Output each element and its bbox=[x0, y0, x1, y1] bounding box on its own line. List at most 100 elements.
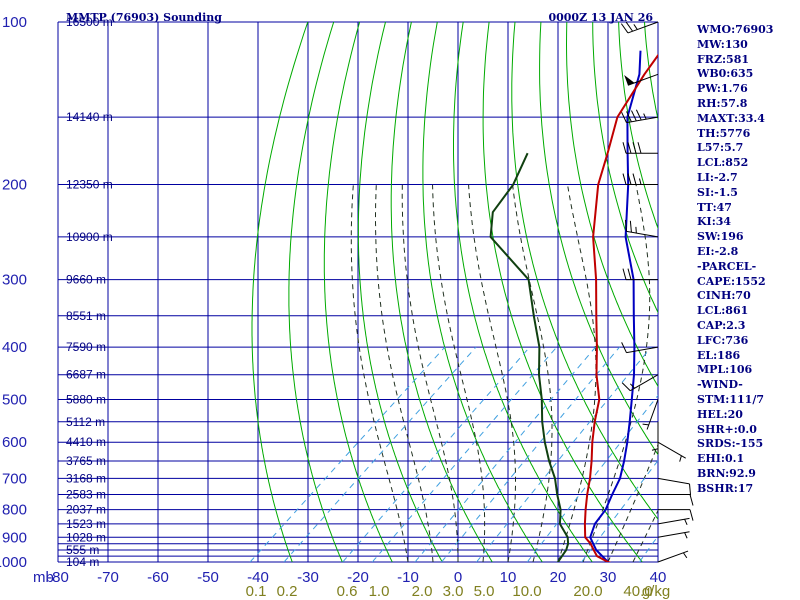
index-item: CAPE:1552 bbox=[697, 274, 766, 288]
index-item: LFC:736 bbox=[697, 333, 749, 347]
unit-label-mb: mb bbox=[33, 569, 54, 586]
index-item: MAXT:33.4 bbox=[697, 111, 765, 125]
height-label-400: 7590 m bbox=[66, 340, 106, 354]
dry-adiabat-240 bbox=[251, 22, 309, 562]
moist-adiabat--10 bbox=[350, 184, 409, 562]
mixing-ratio-1 bbox=[372, 346, 558, 562]
index-item: WMO:76903 bbox=[697, 23, 774, 36]
moist-adiabats bbox=[350, 184, 658, 562]
wind-barb-550 bbox=[651, 421, 659, 454]
index-item: KI:34 bbox=[697, 215, 732, 229]
height-label-250: 10900 m bbox=[66, 230, 113, 244]
wind-barb-450 bbox=[621, 374, 659, 392]
dry-adiabat-350 bbox=[592, 22, 658, 314]
moist-adiabat-30 bbox=[607, 443, 658, 562]
height-label-800: 2037 m bbox=[66, 503, 106, 517]
chart-title: MMTP (76903) Sounding bbox=[66, 11, 222, 24]
stability-indices-panel: WMO:76903 MW:130 FRZ:581 WB0:635 PW:1.76 RH:5… bbox=[697, 23, 800, 497]
wind-barb-125 bbox=[624, 73, 659, 86]
height-label-450: 6687 m bbox=[66, 368, 106, 382]
height-label-950: 555 m bbox=[66, 543, 99, 557]
mixing-ratio-label-7: 10.0 bbox=[512, 583, 541, 600]
height-label-600: 4410 m bbox=[66, 435, 106, 449]
mixing-ratio-0.2 bbox=[283, 346, 477, 562]
temperature-label-20: 20 bbox=[550, 569, 567, 586]
index-item: LCL:861 bbox=[697, 304, 749, 318]
mixing-ratio-label-3: 1.0 bbox=[369, 583, 390, 600]
height-label-650: 3765 m bbox=[66, 454, 106, 468]
height-label-700: 3168 m bbox=[66, 471, 106, 485]
chart-datetime: 0000Z 13 JAN 26 bbox=[548, 11, 653, 24]
wind-barb-400 bbox=[621, 342, 659, 354]
moist-adiabat-5 bbox=[432, 184, 486, 562]
mixing-ratio-label-8: 20.0 bbox=[573, 583, 602, 600]
temperature-label--50: -50 bbox=[197, 569, 219, 586]
pressure-label-100: 100 bbox=[2, 14, 27, 31]
dry-adiabat-300 bbox=[453, 22, 593, 562]
index-item: FRZ:581 bbox=[697, 52, 750, 66]
pressure-label-900: 900 bbox=[2, 529, 27, 546]
index-item: TT:47 bbox=[697, 200, 732, 214]
pressure-label-500: 500 bbox=[2, 391, 27, 408]
temperature-label--80: -80 bbox=[47, 569, 69, 586]
index-item: BRN:92.9 bbox=[697, 466, 756, 480]
index-item: MPL:106 bbox=[697, 363, 753, 377]
index-item: -WIND- bbox=[697, 378, 743, 392]
index-item: EHI:0.1 bbox=[697, 452, 745, 466]
wind-barb-600 bbox=[657, 441, 686, 462]
index-item: SHR+:0.0 bbox=[697, 422, 757, 436]
height-label-300: 9660 m bbox=[66, 273, 106, 287]
index-item: -PARCEL- bbox=[697, 259, 757, 273]
temperature-label--70: -70 bbox=[97, 569, 119, 586]
pressure-label-1000: 1000 bbox=[0, 554, 27, 571]
index-item: WB0:635 bbox=[697, 67, 754, 81]
moist-adiabat-25 bbox=[582, 184, 651, 562]
parcel-path bbox=[589, 50, 642, 562]
index-item: SW:196 bbox=[697, 230, 744, 244]
mixing-ratio-label-2: 0.6 bbox=[337, 583, 358, 600]
height-label-350: 8551 m bbox=[66, 309, 106, 323]
height-label-100: 16500 m bbox=[66, 15, 113, 29]
index-item: SI:-1.5 bbox=[697, 185, 738, 199]
mixing-ratio-20 bbox=[581, 459, 658, 562]
wind-barb-800 bbox=[658, 509, 694, 521]
temperature-profile bbox=[583, 53, 658, 562]
mixing-ratio-label-9: 40.0 bbox=[623, 583, 652, 600]
height-label-750: 2583 m bbox=[66, 488, 106, 502]
wind-barb-700 bbox=[657, 477, 692, 496]
pressure-label-300: 300 bbox=[2, 272, 27, 289]
mixing-ratio-0.6 bbox=[342, 346, 531, 562]
mixing-ratio-label-6: 5.0 bbox=[474, 583, 495, 600]
sounding-profiles bbox=[489, 50, 658, 562]
dry-adiabat-260 bbox=[323, 22, 393, 562]
temperature-label--30: -30 bbox=[297, 569, 319, 586]
index-item: BSHR:17 bbox=[697, 481, 754, 495]
mixing-ratio-lines bbox=[249, 346, 658, 562]
pressure-label-400: 400 bbox=[2, 339, 27, 356]
index-item: EI:-2.8 bbox=[697, 244, 739, 258]
pressure-label-700: 700 bbox=[2, 470, 27, 487]
height-label-150: 14140 m bbox=[66, 110, 113, 124]
mixing-ratio-label-10: g/kg bbox=[642, 583, 670, 600]
wind-barb-750 bbox=[658, 494, 694, 506]
index-item: L57:5.7 bbox=[697, 141, 744, 155]
index-item: CINH:70 bbox=[697, 289, 751, 303]
mixing-ratio-label-5: 3.0 bbox=[443, 583, 464, 600]
moist-adiabat-0 bbox=[401, 184, 459, 562]
index-item: SRDS:-155 bbox=[697, 437, 764, 451]
pressure-label-600: 600 bbox=[2, 434, 27, 451]
index-item: TH:5776 bbox=[697, 126, 751, 140]
index-item: PW:1.76 bbox=[697, 82, 748, 96]
wind-barb-150 bbox=[621, 109, 659, 124]
mixing-ratio-0.1 bbox=[249, 346, 446, 562]
temperature-label--40: -40 bbox=[247, 569, 269, 586]
height-label-850: 1523 m bbox=[66, 517, 106, 531]
dewpoint-profile bbox=[489, 152, 570, 562]
index-item: MW:130 bbox=[697, 37, 748, 51]
wind-barb-250 bbox=[624, 219, 659, 238]
height-label-550: 5112 m bbox=[66, 415, 105, 429]
mixing-ratio-3 bbox=[441, 346, 620, 562]
wind-barb-300 bbox=[622, 268, 658, 281]
dry-adiabat-280 bbox=[390, 22, 493, 562]
